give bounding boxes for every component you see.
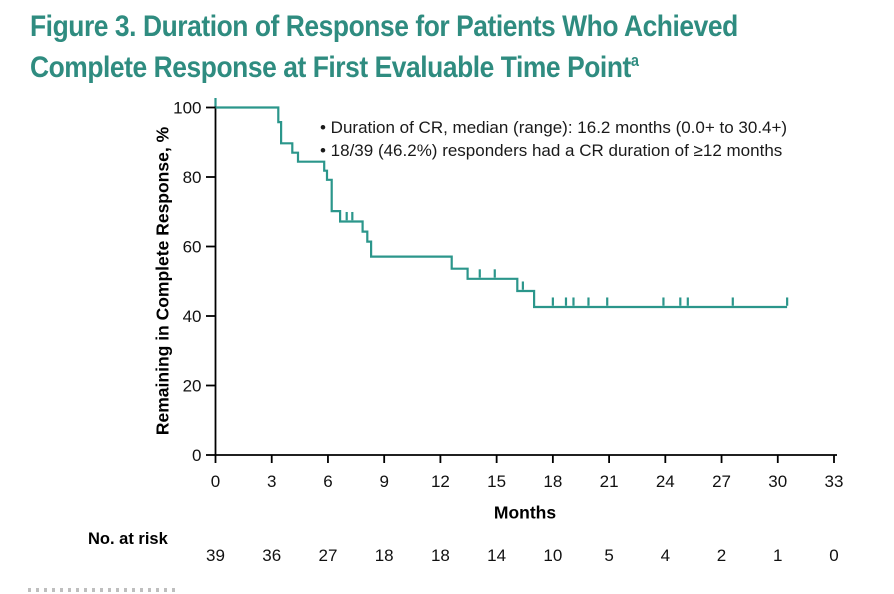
risk-count: 14 <box>487 546 506 565</box>
y-tick-label: 80 <box>183 168 202 187</box>
risk-count: 10 <box>543 546 562 565</box>
x-tick-label: 30 <box>768 472 787 491</box>
y-tick-label: 60 <box>183 238 202 257</box>
x-tick-label: 9 <box>379 472 388 491</box>
annotation-bullet-median: • Duration of CR, median (range): 16.2 m… <box>320 118 788 137</box>
no-at-risk-label: No. at risk <box>88 530 168 548</box>
x-tick-label: 12 <box>431 472 450 491</box>
figure-title-line2: Complete Response at First Evaluable Tim… <box>30 51 639 84</box>
risk-count: 4 <box>661 546 670 565</box>
risk-count: 27 <box>318 546 337 565</box>
annotation-bullet-responders: • 18/39 (46.2%) responders had a CR dura… <box>320 141 783 160</box>
x-tick-label: 21 <box>600 472 619 491</box>
clipped-footnote <box>28 588 176 592</box>
x-tick-label: 27 <box>712 472 731 491</box>
y-tick-label: 0 <box>192 446 201 465</box>
risk-count: 39 <box>206 546 225 565</box>
x-tick-label: 24 <box>656 472 675 491</box>
risk-count: 0 <box>829 546 838 565</box>
figure-title: Figure 3. Duration of Response for Patie… <box>30 10 787 85</box>
risk-count: 36 <box>262 546 281 565</box>
figure-title-line1: Figure 3. Duration of Response for Patie… <box>30 10 738 43</box>
risk-count: 1 <box>773 546 782 565</box>
x-tick-label: 15 <box>487 472 506 491</box>
x-tick-label: 6 <box>323 472 332 491</box>
x-axis-title: Months <box>493 502 557 523</box>
x-tick-label: 3 <box>267 472 276 491</box>
km-curve <box>215 106 788 309</box>
x-tick-label: 33 <box>825 472 844 491</box>
risk-count: 5 <box>604 546 613 565</box>
y-tick-label: 40 <box>183 307 202 326</box>
risk-count: 18 <box>431 546 450 565</box>
title-footnote-marker: a <box>630 52 639 70</box>
risk-count: 18 <box>375 546 394 565</box>
x-tick-label: 0 <box>211 472 220 491</box>
x-tick-label: 18 <box>543 472 562 491</box>
y-tick-label: 20 <box>183 377 202 396</box>
y-tick-label: 100 <box>173 99 201 118</box>
risk-count: 2 <box>717 546 726 565</box>
annotation-block: • Duration of CR, median (range): 16.2 m… <box>320 116 787 162</box>
